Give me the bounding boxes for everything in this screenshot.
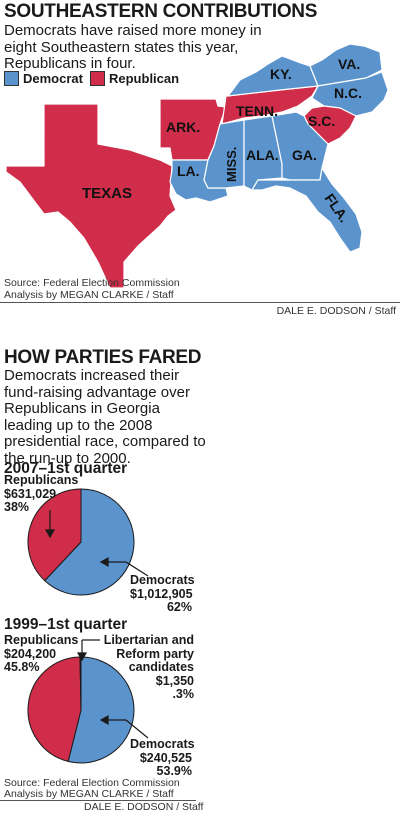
label-1999-republicans: Republicans $204,200 45.8% <box>4 633 79 675</box>
label-1999-republicans-percent: 45.8% <box>4 660 40 674</box>
pie-divider <box>0 800 196 801</box>
label-1999-democrats-amount: $240,525 <box>139 750 192 765</box>
map-source: Source: Federal Election Commission <box>4 277 180 289</box>
southeast-map: KY. VA. N.C. TENN. ARK. S.C. MISS. ALA. … <box>5 43 389 289</box>
legend-swatch-republican <box>90 71 105 86</box>
pie-1999-title: 1999–1st quarter <box>4 616 128 633</box>
pie-section-title: HOW PARTIES FARED <box>4 347 202 368</box>
arrowhead-1999-democrats <box>99 714 109 726</box>
pie-section-intro: Democrats increased their fund-raising a… <box>4 367 206 467</box>
arrowhead-1999-other <box>76 652 88 662</box>
state-label-ky: KY. <box>270 66 292 82</box>
pie-credit: DALE E. DODSON / Staff <box>84 801 204 813</box>
state-label-miss: MISS. <box>224 147 239 182</box>
pie-source: Source: Federal Election Commission <box>4 777 180 789</box>
label-1999-republicans-party: Republicans <box>4 633 79 647</box>
pie-1999-slice-republicans <box>27 656 82 763</box>
state-north-carolina <box>311 71 389 117</box>
map-intro: Democrats have raised more money in eigh… <box>4 22 262 72</box>
map-credit: DALE E. DODSON / Staff <box>276 305 396 317</box>
label-2007-democrats: Democrats $1,012,905 62% <box>130 573 195 615</box>
legend-swatch-democrat <box>4 71 19 86</box>
label-1999-other: Libertarian and Reform party candidates … <box>96 633 194 702</box>
state-label-texas: TEXAS <box>82 185 132 202</box>
state-label-ala: ALA. <box>246 147 279 163</box>
state-label-ga: GA. <box>292 147 317 163</box>
pie-2007-slice-democrats <box>44 488 135 596</box>
label-1999-other-percent: .3% <box>172 687 194 701</box>
map-title: SOUTHEASTERN CONTRIBUTIONS <box>4 1 318 22</box>
leader-1999-democrats <box>125 719 149 739</box>
label-1999-other-amount: $1,350 <box>155 673 194 688</box>
map-analysis: Analysis by MEGAN CLARKE / Staff <box>4 289 174 301</box>
label-2007-republicans-percent: 38% <box>4 500 30 514</box>
label-1999-other-party: Libertarian and Reform party candidates <box>103 633 194 674</box>
state-florida <box>251 167 363 253</box>
pie-1999-slice-democrats <box>67 656 135 764</box>
state-kentucky <box>227 55 319 97</box>
leader-2007-democrats <box>125 561 149 577</box>
pie-analysis: Analysis by MEGAN CLARKE / Staff <box>4 788 174 800</box>
legend-label-republican: Republican <box>109 71 180 86</box>
state-label-tenn: TENN. <box>236 103 278 119</box>
pie-2007-slice-republicans <box>27 488 82 582</box>
state-label-va: VA. <box>338 56 360 72</box>
arrowhead-2007-democrats <box>99 556 109 568</box>
state-texas <box>5 103 177 289</box>
label-2007-democrats-amount: $1,012,905 <box>130 586 193 601</box>
arrowhead-2007-republicans <box>44 529 56 539</box>
label-2007-republicans: Republicans $631,029 38% <box>4 473 79 515</box>
label-2007-democrats-percent: 62% <box>166 600 192 614</box>
state-label-sc: S.C. <box>308 113 335 129</box>
map-divider <box>0 302 400 303</box>
label-1999-republicans-amount: $204,200 <box>4 646 57 661</box>
label-1999-democrats-percent: 53.9% <box>156 764 192 778</box>
state-label-la: LA. <box>177 163 200 179</box>
state-label-nc: N.C. <box>334 85 362 101</box>
legend-label-democrat: Democrat <box>23 71 83 86</box>
state-label-ark: ARK. <box>166 119 200 135</box>
state-georgia <box>271 111 329 181</box>
pie-leader-lines <box>44 510 149 739</box>
label-1999-democrats-party: Democrats <box>130 737 195 751</box>
label-1999-democrats: Democrats $240,525 53.9% <box>130 737 195 779</box>
pie-2007-title: 2007–1st quarter <box>4 460 128 477</box>
label-2007-republicans-amount: $631,029 <box>4 486 57 501</box>
label-2007-democrats-party: Democrats <box>130 573 195 587</box>
label-2007-republicans-party: Republicans <box>4 473 79 487</box>
